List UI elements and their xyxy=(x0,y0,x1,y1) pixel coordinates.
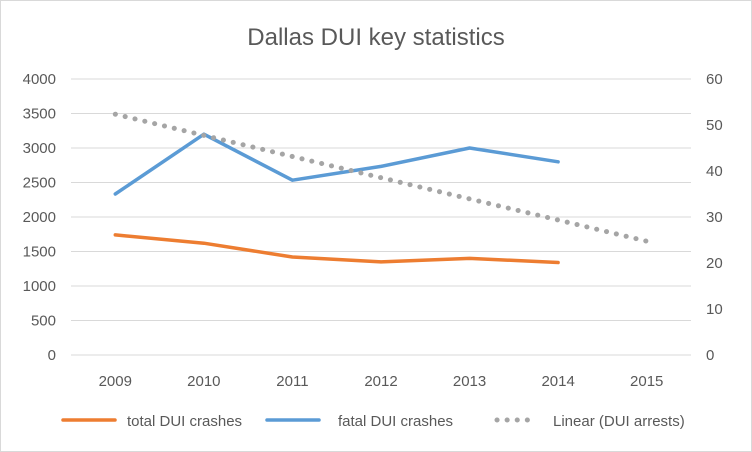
y-right-tick-label: 30 xyxy=(706,209,723,226)
y-left-tick-label: 3000 xyxy=(23,140,56,157)
x-tick-label: 2012 xyxy=(364,373,397,390)
y-right-tick-label: 40 xyxy=(706,163,723,180)
chart-title: Dallas DUI key statistics xyxy=(247,24,504,51)
y-right-tick-label: 50 xyxy=(706,117,723,134)
y-right-tick-label: 60 xyxy=(706,71,723,88)
x-tick-label: 2010 xyxy=(187,373,220,390)
x-tick-label: 2011 xyxy=(276,373,308,390)
y-left-tick-label: 1000 xyxy=(23,278,56,295)
legend-label: Linear (DUI arrests) xyxy=(553,413,685,430)
y-left-tick-label: 0 xyxy=(48,347,56,364)
y-right-tick-label: 10 xyxy=(706,301,723,318)
y-left-tick-label: 500 xyxy=(31,313,56,330)
legend: total DUI crashes fatal DUI crashes Linear… xyxy=(61,413,685,430)
x-axis: 2009 2010 2011 2012 2013 2014 2015 xyxy=(99,373,664,390)
y-left-tick-label: 1500 xyxy=(23,244,56,261)
gridlines xyxy=(71,78,691,356)
series-line-2 xyxy=(112,111,650,244)
x-tick-label: 2014 xyxy=(541,373,574,390)
y-left-tick-label: 4000 xyxy=(23,71,56,88)
legend-label: total DUI crashes xyxy=(127,413,242,430)
y-left-tick-label: 3500 xyxy=(23,106,56,123)
y-left-tick-label: 2000 xyxy=(23,209,56,226)
y-right-tick-label: 0 xyxy=(706,347,714,364)
series-line-1 xyxy=(113,132,560,196)
y-right-tick-label: 20 xyxy=(706,255,723,272)
series-line-0 xyxy=(113,233,560,265)
y-axis-left: 0 500 1000 1500 2000 2500 3000 3500 4000 xyxy=(23,71,56,364)
plot-series xyxy=(112,111,650,265)
y-left-tick-label: 2500 xyxy=(23,175,56,192)
x-tick-label: 2013 xyxy=(453,373,486,390)
x-tick-label: 2009 xyxy=(99,373,132,390)
x-tick-label: 2015 xyxy=(630,373,663,390)
y-axis-right: 0 10 20 30 40 50 60 xyxy=(706,71,723,364)
legend-label: fatal DUI crashes xyxy=(338,413,453,430)
